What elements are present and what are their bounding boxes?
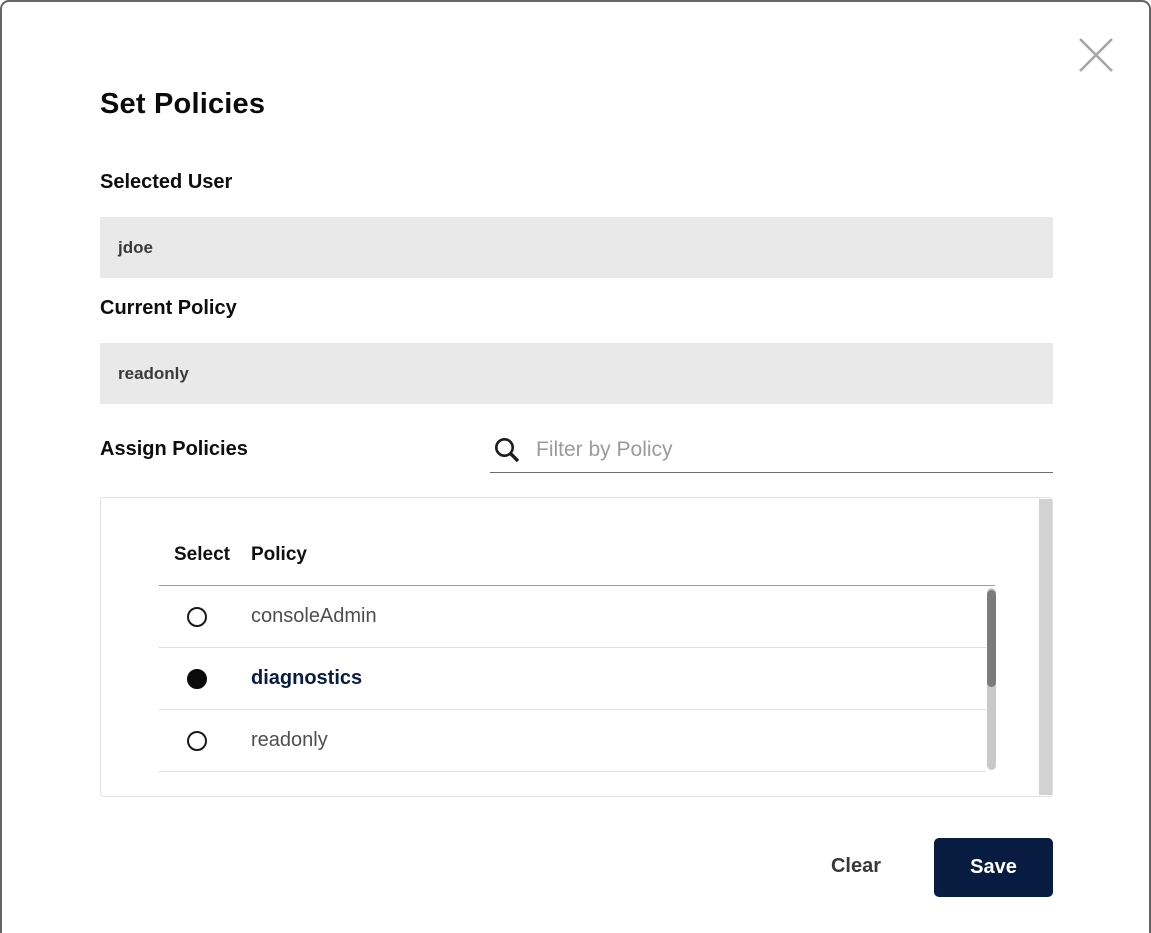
list-scrollbar-thumb[interactable] xyxy=(987,590,996,687)
close-icon xyxy=(1076,38,1116,78)
selected-user-field: jdoe xyxy=(100,217,1053,278)
clear-button[interactable]: Clear xyxy=(814,848,898,884)
list-scrollbar[interactable] xyxy=(987,588,996,770)
policy-filter-input[interactable] xyxy=(536,433,1044,467)
selected-user-label: Selected User xyxy=(100,171,233,193)
current-policy-label: Current Policy xyxy=(100,297,237,319)
policy-name: diagnostics xyxy=(251,667,363,689)
close-button[interactable] xyxy=(1075,35,1117,77)
current-policy-field: readonly xyxy=(100,343,1053,404)
policy-name: consoleAdmin xyxy=(251,605,377,627)
selected-user-value: jdoe xyxy=(118,238,153,257)
policy-filter xyxy=(490,429,1053,473)
save-button[interactable]: Save xyxy=(934,838,1053,897)
policy-row[interactable]: diagnostics xyxy=(159,648,986,710)
column-header-policy: Policy xyxy=(251,544,307,565)
policy-radio[interactable] xyxy=(187,730,207,751)
column-header-select: Select xyxy=(174,544,230,565)
current-policy-value: readonly xyxy=(118,364,189,383)
modal-title: Set Policies xyxy=(100,88,266,120)
table-header-divider xyxy=(159,585,995,586)
assign-policies-label: Assign Policies xyxy=(100,438,248,460)
policy-rows: consoleAdmin diagnostics readonly xyxy=(159,586,986,772)
policy-row[interactable]: readonly xyxy=(159,710,986,772)
policy-name: readonly xyxy=(251,729,328,751)
panel-scrollbar[interactable] xyxy=(1039,499,1052,795)
policy-radio[interactable] xyxy=(187,606,207,627)
policy-row[interactable]: consoleAdmin xyxy=(159,586,986,648)
policy-radio[interactable] xyxy=(187,668,207,689)
